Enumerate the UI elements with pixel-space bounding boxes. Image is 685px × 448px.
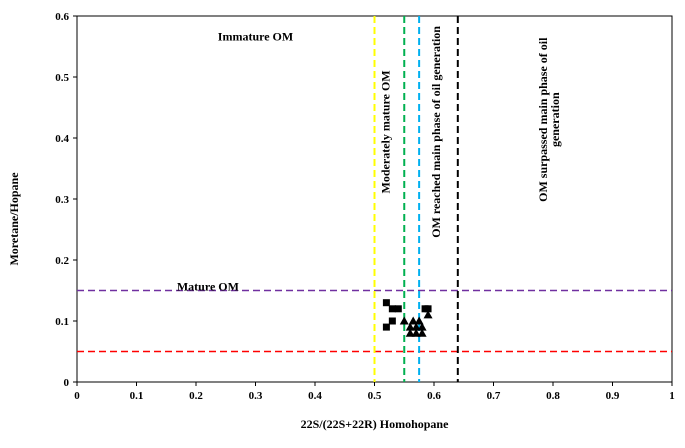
chart-annotation: OM reached main phase of oil generation <box>429 26 443 238</box>
data-point-triangle <box>411 328 421 337</box>
chart-annotation: OM surpassed main phase of oil <box>536 37 550 202</box>
chart-annotation: Mature OM <box>177 280 239 294</box>
data-point-triangle <box>414 316 424 325</box>
data-point-square <box>394 305 402 313</box>
x-tick-label: 0.7 <box>487 390 501 402</box>
y-tick-label: 0.3 <box>55 194 69 206</box>
y-tick-label: 0.1 <box>55 316 69 328</box>
x-tick-label: 0.6 <box>427 390 441 402</box>
y-tick-label: 0.4 <box>55 133 69 145</box>
data-point-triangle <box>417 322 427 331</box>
y-axis-title: Moretane/Hopane <box>7 172 21 266</box>
data-point-square <box>382 323 390 331</box>
data-point-square <box>382 299 390 307</box>
x-tick-label: 0.9 <box>606 390 620 402</box>
x-tick-label: 0.1 <box>130 390 144 402</box>
x-tick-label: 0.4 <box>308 390 322 402</box>
chart-annotation: Immature OM <box>218 29 293 43</box>
data-point-triangle <box>408 316 418 325</box>
x-tick-label: 0.8 <box>546 390 560 402</box>
data-point-triangle <box>417 328 427 337</box>
data-point-square <box>388 317 396 325</box>
y-tick-label: 0.2 <box>55 255 69 267</box>
x-axis-title: 22S/(22S+22R) Homohopane <box>301 417 450 431</box>
chart-annotation: Moderately mature OM <box>378 70 392 193</box>
x-tick-label: 0.5 <box>368 390 382 402</box>
x-tick-label: 0.2 <box>189 390 203 402</box>
y-tick-label: 0 <box>64 377 70 389</box>
x-tick-label: 0 <box>74 390 80 402</box>
x-tick-label: 1 <box>669 390 675 402</box>
data-point-triangle <box>423 310 433 319</box>
y-tick-label: 0.5 <box>55 72 69 84</box>
y-tick-label: 0.6 <box>55 11 69 23</box>
chart-annotation: generation <box>548 92 562 147</box>
data-point-triangle <box>405 322 415 331</box>
plot-area: 0 0.1 0.2 0.3 0.4 0.5 0.6 0.7 0.8 0.9 1 0 0.1 0.2 0.3 0… <box>55 11 675 402</box>
data-point-square <box>388 305 396 313</box>
x-tick-label: 0.3 <box>249 390 263 402</box>
data-point-triangle <box>411 322 421 331</box>
data-point-square <box>421 305 429 313</box>
data-point-triangle <box>405 328 415 337</box>
data-point-triangle <box>399 316 409 325</box>
